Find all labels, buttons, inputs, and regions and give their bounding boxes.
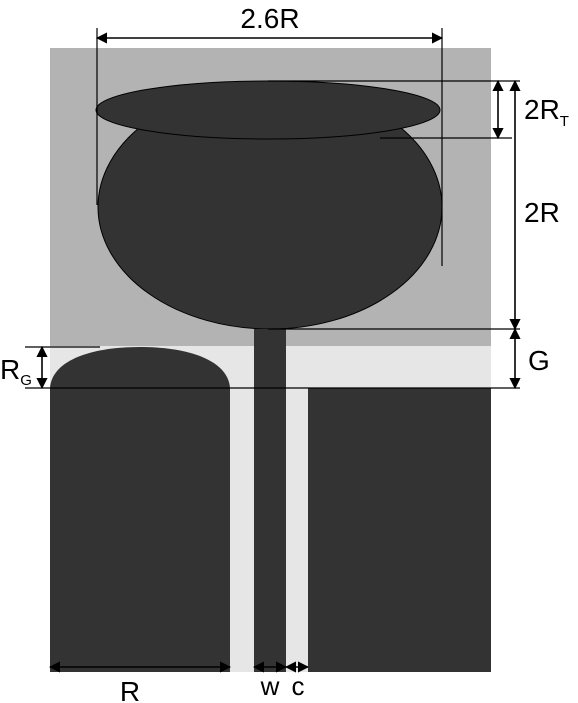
label-cap-height-main: 2R	[524, 94, 560, 125]
label-ground-radius: RG	[0, 354, 32, 389]
label-width-total: 2.6R	[240, 3, 299, 34]
ground-left	[50, 347, 230, 672]
label-cap-height: 2RT	[524, 94, 569, 130]
label-strip-width: w	[260, 671, 280, 701]
label-slot-width: c	[292, 671, 305, 701]
ground-right	[308, 388, 491, 672]
label-gap: G	[528, 345, 550, 376]
slot-right	[286, 388, 308, 672]
label-ground-width: R	[120, 676, 140, 703]
feed-strip	[254, 329, 286, 672]
patch-cap	[95, 80, 441, 140]
label-ground-radius-sub: G	[20, 372, 32, 389]
label-patch-height: 2R	[524, 197, 560, 228]
label-ground-radius-main: R	[0, 354, 20, 385]
slot-left	[230, 388, 254, 672]
label-cap-height-sub: T	[560, 113, 569, 130]
